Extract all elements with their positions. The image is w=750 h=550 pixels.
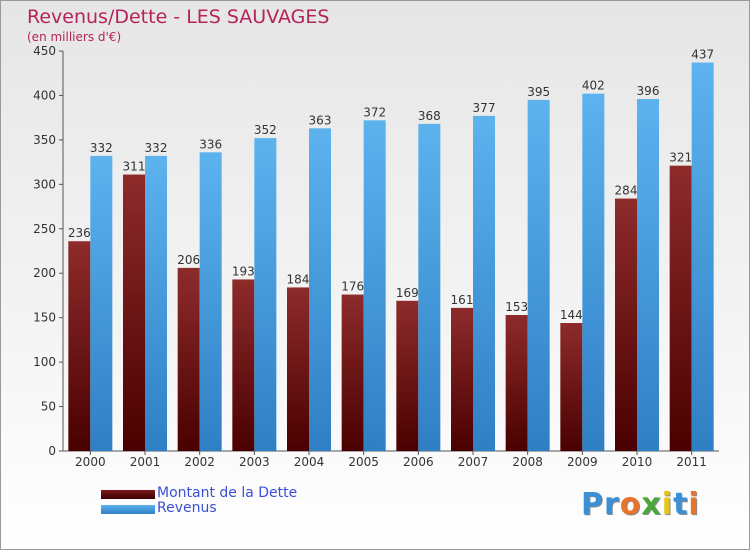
data-label-revenus: 402 (582, 79, 605, 93)
x-tick-label: 2002 (184, 455, 215, 469)
data-label-revenus: 332 (145, 141, 168, 155)
x-tick-label: 2004 (294, 455, 325, 469)
data-label-revenus: 336 (199, 137, 222, 151)
data-label-dette: 284 (615, 184, 638, 198)
bar-dette (505, 315, 528, 451)
data-label-dette: 321 (669, 151, 692, 165)
bar-dette (123, 174, 145, 452)
proxiti-logo: Proxiti (581, 487, 700, 522)
bar-revenus (199, 152, 222, 452)
x-tick-label: 2011 (676, 455, 707, 469)
y-tick-label: 450 (33, 44, 56, 58)
bar-dette (287, 287, 309, 451)
data-label-dette: 169 (396, 286, 419, 300)
x-tick-label: 2008 (512, 455, 543, 469)
x-tick-label: 2009 (567, 455, 598, 469)
logo-letter: P (581, 487, 604, 522)
logo-letter: i (661, 487, 674, 522)
logo-letter: t (673, 487, 689, 522)
y-tick-label: 50 (41, 400, 56, 414)
logo-letter: o (619, 487, 642, 522)
logo-letter: i (688, 487, 700, 522)
bar-revenus (582, 93, 605, 452)
x-tick-label: 2010 (622, 455, 653, 469)
legend-label-revenus: Revenus (157, 500, 217, 516)
data-label-dette: 206 (177, 253, 200, 267)
bar-dette (341, 294, 364, 451)
bar-dette (560, 323, 583, 451)
data-label-revenus: 437 (691, 48, 714, 62)
bar-dette (451, 307, 473, 451)
bar-revenus (527, 99, 550, 451)
data-label-dette: 144 (560, 308, 583, 322)
bar-dette (615, 198, 637, 451)
logo-letter: x (641, 487, 662, 522)
y-tick-label: 100 (33, 355, 56, 369)
bar-dette (396, 300, 419, 451)
data-label-revenus: 372 (363, 105, 386, 119)
data-label-revenus: 396 (637, 84, 660, 98)
data-label-dette: 153 (505, 300, 528, 314)
logo-letter: r (604, 487, 620, 522)
bar-revenus (90, 155, 113, 451)
y-tick-label: 0 (48, 444, 56, 458)
bar-revenus (418, 123, 441, 451)
x-tick-label: 2000 (75, 455, 106, 469)
y-tick-label: 200 (33, 266, 56, 280)
chart-subtitle: (en milliers d'€) (27, 30, 122, 44)
y-tick-label: 250 (33, 222, 56, 236)
x-tick-label: 2001 (130, 455, 161, 469)
legend-swatch-revenus (101, 505, 155, 514)
legend-label-dette: Montant de la Dette (157, 485, 298, 501)
y-tick-label: 300 (33, 177, 56, 191)
data-label-dette: 193 (232, 264, 255, 278)
x-tick-label: 2006 (403, 455, 434, 469)
bar-revenus (145, 155, 167, 451)
data-label-revenus: 352 (254, 123, 277, 137)
data-label-revenus: 377 (473, 101, 496, 115)
bar-revenus (473, 115, 495, 451)
legend-swatch-dette (101, 490, 155, 499)
y-tick-label: 400 (33, 88, 56, 102)
bar-revenus (309, 128, 331, 451)
x-tick-label: 2007 (458, 455, 489, 469)
data-label-dette: 311 (123, 160, 146, 174)
bar-dette (232, 279, 255, 451)
y-tick-label: 350 (33, 133, 56, 147)
bar-dette (177, 267, 200, 451)
bar-dette (68, 241, 91, 451)
data-label-revenus: 332 (90, 141, 113, 155)
bar-revenus (637, 99, 659, 451)
bar-dette (669, 165, 692, 451)
data-label-revenus: 395 (527, 85, 550, 99)
bar-revenus (254, 138, 277, 451)
data-label-dette: 176 (341, 280, 364, 294)
x-tick-label: 2003 (239, 455, 270, 469)
data-label-dette: 161 (451, 293, 474, 307)
data-label-revenus: 368 (418, 109, 441, 123)
x-tick-label: 2005 (348, 455, 379, 469)
bar-revenus (691, 62, 714, 452)
data-label-dette: 184 (287, 272, 310, 286)
chart-title: Revenus/Dette - LES SAUVAGES (27, 6, 330, 28)
data-label-revenus: 363 (309, 113, 332, 127)
y-tick-label: 150 (33, 311, 56, 325)
bar-revenus (363, 120, 386, 451)
data-label-dette: 236 (68, 226, 91, 240)
